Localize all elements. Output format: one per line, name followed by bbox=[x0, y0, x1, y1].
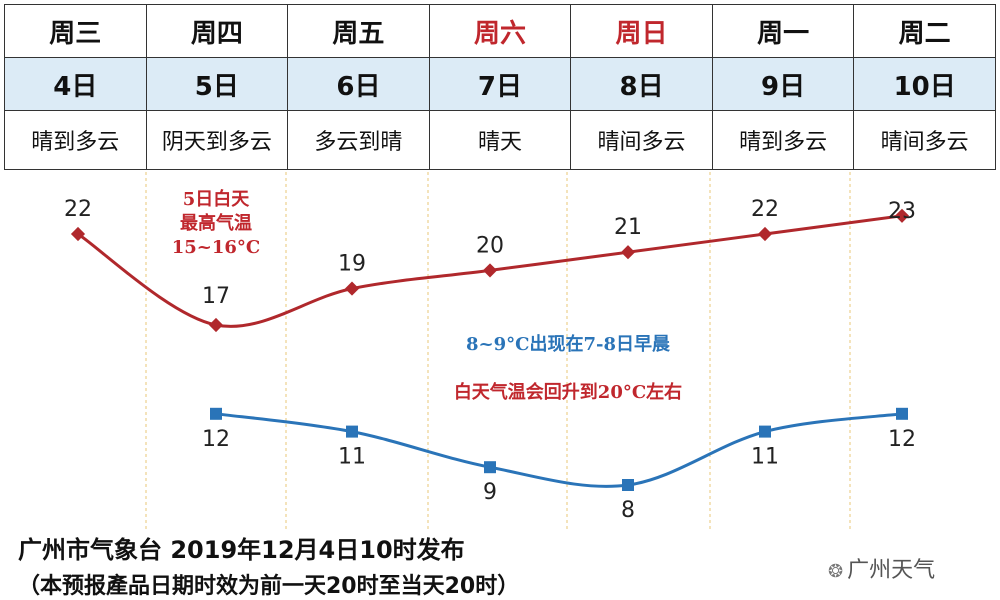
annotation-text: 白天气温会回升到20°C左右 bbox=[454, 381, 682, 403]
high-temp-label: 19 bbox=[338, 252, 366, 277]
low-temp-point bbox=[759, 425, 771, 438]
annotation-text: 最高气温 bbox=[180, 212, 252, 234]
date-cell: 6日 bbox=[287, 57, 430, 111]
low-temp-point bbox=[210, 407, 222, 420]
forecast-table: 周三 周四 周五 周六 周日 周一 周二 4日 5日 6日 7日 8日 9日 10日 晴到多云 阴天到多云… bbox=[4, 4, 996, 170]
high-temp-point bbox=[208, 317, 224, 333]
high-temp-point bbox=[482, 263, 498, 278]
high-temp-label: 22 bbox=[64, 197, 92, 222]
low-temp-point bbox=[484, 461, 496, 474]
annotation-text: 8~9°C出现在7-8日早晨 bbox=[466, 333, 671, 355]
low-temp-label: 12 bbox=[888, 427, 916, 452]
high-temp-point bbox=[620, 245, 636, 260]
low-temp-label: 11 bbox=[338, 445, 366, 470]
weather-cell: 晴间多云 bbox=[570, 110, 713, 170]
high-temp-point bbox=[894, 208, 910, 223]
date-cell: 4日 bbox=[4, 57, 147, 111]
date-cell: 7日 bbox=[428, 57, 572, 111]
weather-cell: 晴天 bbox=[428, 110, 572, 170]
watermark: ❂ 广州天气 bbox=[828, 552, 935, 584]
low-temp-label: 9 bbox=[483, 480, 497, 505]
wechat-icon: ❂ bbox=[828, 561, 844, 582]
watermark-text: 广州天气 bbox=[847, 558, 936, 583]
high-temp-point bbox=[757, 226, 773, 242]
low-temp-label: 12 bbox=[202, 427, 230, 452]
weather-cell: 晴到多云 bbox=[4, 110, 147, 170]
date-cell: 5日 bbox=[145, 57, 289, 111]
weather-cell: 晴到多云 bbox=[711, 110, 855, 170]
high-temp-label: 17 bbox=[202, 284, 230, 309]
weekday-cell: 周一 bbox=[711, 4, 855, 58]
date-cell: 8日 bbox=[570, 57, 713, 111]
low-temp-point bbox=[896, 407, 908, 420]
timeframe-note: （本预报產品日期时效为前一天20时至当天20时） bbox=[18, 574, 520, 599]
annotation-text: 15~16°C bbox=[172, 237, 261, 258]
low-temp-label: 11 bbox=[751, 445, 779, 470]
high-temp-label: 22 bbox=[751, 197, 779, 222]
low-temp-label: 8 bbox=[621, 498, 635, 523]
date-row: 4日 5日 6日 7日 8日 9日 10日 bbox=[4, 57, 996, 111]
weekday-row: 周三 周四 周五 周六 周日 周一 周二 bbox=[4, 4, 996, 58]
weekday-cell: 周六 bbox=[428, 4, 572, 58]
weekday-cell: 周二 bbox=[853, 4, 996, 58]
weather-row: 晴到多云 阴天到多云 多云到晴 晴天 晴间多云 晴到多云 晴间多云 bbox=[4, 110, 996, 170]
issuer-text: 广州市气象台 2019年12月4日10时发布 bbox=[18, 536, 465, 564]
high-temp-label: 20 bbox=[476, 233, 504, 258]
date-cell: 10日 bbox=[853, 57, 996, 111]
date-cell: 9日 bbox=[711, 57, 855, 111]
annotation-text: 5日白天 bbox=[183, 188, 251, 210]
low-temp-point bbox=[622, 479, 634, 491]
high-temp-point bbox=[344, 281, 360, 296]
low-temp-line bbox=[215, 412, 903, 488]
high-temp-label: 21 bbox=[614, 215, 642, 240]
high-temp-label: 23 bbox=[888, 199, 916, 224]
weather-cell: 阴天到多云 bbox=[145, 110, 289, 170]
weather-cell: 晴间多云 bbox=[853, 110, 996, 170]
weekday-cell: 周三 bbox=[4, 4, 147, 58]
weekday-cell: 周日 bbox=[570, 4, 713, 58]
low-temp-point bbox=[346, 425, 358, 438]
weather-cell: 多云到晴 bbox=[287, 110, 430, 170]
